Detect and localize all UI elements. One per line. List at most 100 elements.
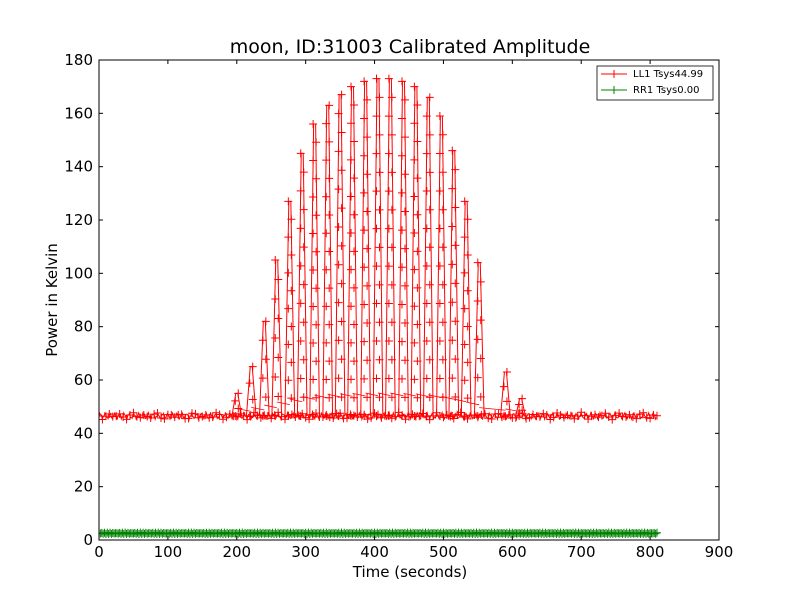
series-ll1-point — [451, 355, 460, 364]
series-ll1-point — [360, 374, 369, 383]
series-ll1-point — [463, 322, 472, 331]
series-ll1-point — [287, 322, 296, 331]
series-ll1-point — [350, 357, 359, 366]
series-ll1-point — [400, 319, 409, 328]
series-ll1-point — [608, 415, 617, 424]
series-ll1-point — [191, 409, 200, 418]
x-tick-label: 400 — [360, 543, 389, 561]
series-ll1-point — [322, 229, 331, 238]
series-ll1-point — [438, 130, 447, 139]
series-ll1-spike — [245, 362, 257, 420]
series-ll1-point — [422, 187, 431, 196]
series-ll1-point — [387, 205, 396, 214]
legend-marker-ll1 — [610, 70, 618, 78]
series-ll1-point — [274, 275, 283, 284]
series-ll1-point — [410, 412, 419, 420]
series-ll1-point — [337, 166, 346, 175]
series-ll1-point — [284, 268, 293, 277]
series-ll1-point — [463, 394, 472, 403]
series-ll1-point — [296, 261, 305, 270]
series-ll1-point — [425, 393, 434, 402]
series-ll1-point — [372, 187, 381, 196]
series-ll1-point — [397, 188, 406, 197]
series-ll1-spike — [384, 74, 396, 420]
series-ll1-point — [460, 197, 469, 206]
series-ll1-point — [499, 412, 508, 420]
series-rr1 — [99, 528, 661, 538]
series-ll1-trace — [352, 392, 366, 397]
ticks-layer: 0 100 200 300 400 500 600 700 800 900 0 20 40 60 80 100… — [64, 51, 733, 561]
series-ll1-point — [363, 170, 372, 179]
series-ll1-point — [360, 151, 369, 160]
series-ll1-point — [198, 412, 207, 421]
legend-entry-ll1: LL1 Tsys44.99 — [601, 69, 703, 80]
series-ll1-point — [451, 317, 460, 326]
x-tick-label: 800 — [636, 543, 665, 561]
series-ll1-point — [177, 410, 186, 419]
series-ll1-point — [299, 280, 308, 289]
series-ll1-point — [601, 409, 610, 418]
series-ll1-point — [337, 317, 346, 326]
series-ll1-point — [347, 302, 356, 311]
series-ll1-point — [518, 406, 527, 415]
plot-area — [98, 59, 720, 541]
series-ll1-point — [360, 77, 369, 86]
series-ll1-point — [347, 155, 356, 164]
series-ll1-point — [384, 74, 393, 83]
series-ll1-spike — [473, 258, 485, 420]
legend-label-rr1: RR1 Tsys0.00 — [633, 85, 700, 96]
series-ll1-point — [325, 247, 334, 256]
series-ll1-point — [208, 413, 217, 422]
series-ll1-point — [435, 149, 444, 158]
series-ll1-point — [312, 357, 321, 366]
series-ll1-point — [281, 415, 289, 424]
series-ll1-point — [296, 149, 305, 158]
series-ll1-point — [296, 374, 305, 383]
series-ll1-point — [435, 187, 444, 195]
series-ll1-point — [649, 410, 658, 419]
chart-title: moon, ID:31003 Calibrated Amplitude — [230, 36, 591, 58]
series-ll1-point — [400, 170, 409, 179]
series-ll1-point — [284, 304, 293, 313]
series-ll1-point — [350, 210, 359, 219]
series-ll1-point — [460, 412, 469, 420]
series-ll1-point — [325, 174, 334, 183]
series-ll1-point — [422, 337, 431, 346]
series-ll1-point — [473, 412, 482, 420]
series-ll1-point — [325, 137, 334, 146]
series-ll1-trace — [479, 407, 506, 411]
series-ll1-point — [334, 336, 343, 345]
series-ll1-point — [473, 373, 482, 382]
series-ll1-point — [188, 409, 196, 418]
legend: LL1 Tsys44.99 RR1 Tsys0.00 — [596, 65, 714, 101]
series-ll1-point — [234, 404, 243, 413]
series-ll1-point — [397, 374, 406, 383]
series-ll1-point — [375, 168, 384, 177]
series-ll1-spike — [422, 93, 434, 420]
series-ll1-point — [363, 133, 372, 142]
series-ll1-point — [115, 409, 124, 418]
series-ll1-point — [101, 412, 110, 421]
series-ll1-point — [413, 137, 422, 146]
y-tick-label: 180 — [64, 51, 93, 69]
series-ll1-point — [157, 413, 165, 422]
series-ll1-point — [291, 412, 300, 421]
series-ll1-point — [577, 408, 586, 417]
series-ll1-point — [274, 353, 283, 362]
series-ll1-point — [460, 340, 469, 349]
series-ll1-point — [413, 357, 422, 366]
series-ll1-point — [463, 286, 472, 295]
series-ll1-point — [522, 414, 531, 423]
series-ll1-point — [460, 376, 469, 385]
x-tick-label: 600 — [498, 543, 527, 561]
y-tick-label: 140 — [64, 158, 93, 176]
series-ll1-point — [299, 318, 308, 327]
series-ll1-point — [245, 412, 254, 420]
series-ll1-point — [329, 413, 338, 422]
series-ll1-point — [387, 168, 396, 177]
series-ll1-point — [422, 412, 431, 420]
series-ll1-point — [350, 100, 359, 109]
series-ll1-point — [422, 262, 431, 271]
series-ll1-point — [435, 374, 444, 383]
series-ll1-point — [451, 165, 460, 174]
